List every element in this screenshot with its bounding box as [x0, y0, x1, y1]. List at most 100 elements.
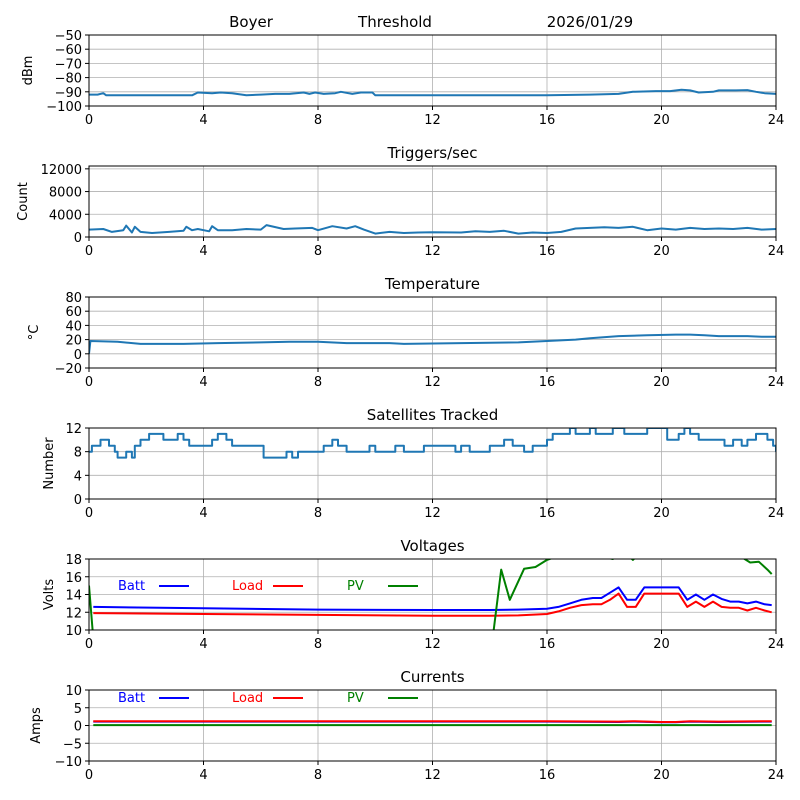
- y-tick-label: −60: [55, 43, 82, 58]
- x-tick-label: 16: [539, 113, 556, 128]
- y-tick-label: 0: [74, 720, 82, 735]
- series-line-threshold: [89, 88, 776, 97]
- y-tick-label: −5: [63, 737, 82, 752]
- y-tick-label: 60: [65, 305, 82, 320]
- x-tick-label: 20: [653, 768, 670, 783]
- legend-label-load: Load: [232, 579, 263, 594]
- x-tick-label: 20: [653, 244, 670, 259]
- x-tick-label: 20: [653, 113, 670, 128]
- y-axis-label: °C: [27, 325, 42, 341]
- x-tick-label: 12: [424, 637, 441, 652]
- y-tick-label: −20: [55, 362, 82, 377]
- y-tick-label: −90: [55, 86, 82, 101]
- x-tick-label: 12: [424, 113, 441, 128]
- x-tick-label: 24: [768, 113, 785, 128]
- x-tick-label: 4: [199, 506, 207, 521]
- series-group: [89, 333, 776, 354]
- x-tick-label: 0: [85, 113, 93, 128]
- x-tick-label: 16: [539, 375, 556, 390]
- y-tick-label: 10: [65, 624, 82, 639]
- x-tick-label: 12: [424, 375, 441, 390]
- x-tick-label: 0: [85, 637, 93, 652]
- x-tick-label: 8: [314, 375, 322, 390]
- y-tick-label: 14: [65, 589, 82, 604]
- series-line-batt: [93, 586, 772, 611]
- y-tick-label: 0: [74, 231, 82, 246]
- y-tick-label: −80: [55, 72, 82, 87]
- x-tick-label: 24: [768, 768, 785, 783]
- y-tick-label: 5: [74, 702, 82, 717]
- panel-triggers-sec: 0 4 8 12 16 20 24 12000 8000 4000 0 Triggers/sec Cou…: [16, 144, 784, 259]
- x-tick-label: 16: [539, 506, 556, 521]
- x-tick-label: 24: [768, 637, 785, 652]
- y-tick-label: 16: [65, 571, 82, 586]
- header-date: 2026/01/29: [547, 13, 633, 31]
- x-tick-label: 0: [85, 768, 93, 783]
- y-tick-label: 12000: [41, 163, 82, 178]
- chart-title: Voltages: [400, 537, 464, 555]
- y-tick-label: −50: [55, 29, 82, 44]
- y-tick-label: 12: [65, 422, 82, 437]
- x-tick-label: 20: [653, 506, 670, 521]
- panel-voltages: Batt Load PV 0 4 8 12 16 20 24 18 16 14 12 10 Voltages V…: [42, 537, 784, 652]
- series-line-temperature: [89, 333, 776, 354]
- series-line-load: [93, 720, 772, 723]
- x-tick-label: 20: [653, 637, 670, 652]
- x-tick-label: 4: [199, 113, 207, 128]
- x-tick-label: 8: [314, 244, 322, 259]
- legend-label-load: Load: [232, 691, 263, 706]
- series-group: [89, 88, 776, 97]
- legend-label-batt: Batt: [118, 579, 145, 594]
- x-tick-label: 16: [539, 768, 556, 783]
- legend-label-pv: PV: [347, 579, 364, 594]
- x-tick-label: 0: [85, 375, 93, 390]
- panel-currents: Batt Load PV 0 4 8 12 16 20 24 10 5 0 −5 −10 Currents Am…: [29, 668, 784, 783]
- x-tick-label: 4: [199, 244, 207, 259]
- y-tick-label: 8: [74, 446, 82, 461]
- series-group: [89, 224, 776, 235]
- y-axis-label: Number: [42, 437, 57, 490]
- x-tick-label: 16: [539, 244, 556, 259]
- y-tick-label: 0: [74, 348, 82, 363]
- y-tick-label: −100: [46, 100, 82, 115]
- y-axis-label: dBm: [21, 56, 36, 86]
- x-tick-label: 24: [768, 506, 785, 521]
- header-station: Boyer: [229, 13, 274, 31]
- series-line-load: [93, 592, 772, 617]
- legend-label-pv: PV: [347, 691, 364, 706]
- y-tick-label: −70: [55, 57, 82, 72]
- x-tick-label: 8: [314, 113, 322, 128]
- y-tick-label: 20: [65, 334, 82, 349]
- x-tick-label: 0: [85, 506, 93, 521]
- y-tick-label: 40: [65, 319, 82, 334]
- y-axis-label: Count: [16, 182, 31, 221]
- chart-title: Currents: [400, 668, 464, 686]
- x-tick-label: 20: [653, 375, 670, 390]
- chart-title: Temperature: [384, 275, 480, 293]
- y-tick-label: −10: [55, 755, 82, 770]
- y-tick-label: 8000: [49, 186, 82, 201]
- series-group: [93, 720, 772, 727]
- x-tick-label: 24: [768, 375, 785, 390]
- y-tick-label: 0: [74, 493, 82, 508]
- series-line-satellites: [89, 428, 776, 459]
- header-mode: Threshold: [357, 13, 432, 31]
- x-tick-label: 16: [539, 637, 556, 652]
- x-tick-label: 0: [85, 244, 93, 259]
- panel-satellites-tracked: 0 4 8 12 16 20 24 12 8 4 0 Satellites Tracked Number: [42, 406, 784, 521]
- series-group: [89, 559, 773, 630]
- x-tick-label: 4: [199, 637, 207, 652]
- y-axis-label: Volts: [42, 579, 57, 611]
- series-line-triggers: [89, 224, 776, 235]
- series-group: [89, 428, 776, 459]
- x-tick-label: 4: [199, 375, 207, 390]
- x-tick-label: 4: [199, 768, 207, 783]
- chart-title: Triggers/sec: [387, 144, 478, 162]
- chart-title: Satellites Tracked: [367, 406, 498, 424]
- legend-label-batt: Batt: [118, 691, 145, 706]
- x-tick-label: 12: [424, 768, 441, 783]
- x-tick-label: 12: [424, 506, 441, 521]
